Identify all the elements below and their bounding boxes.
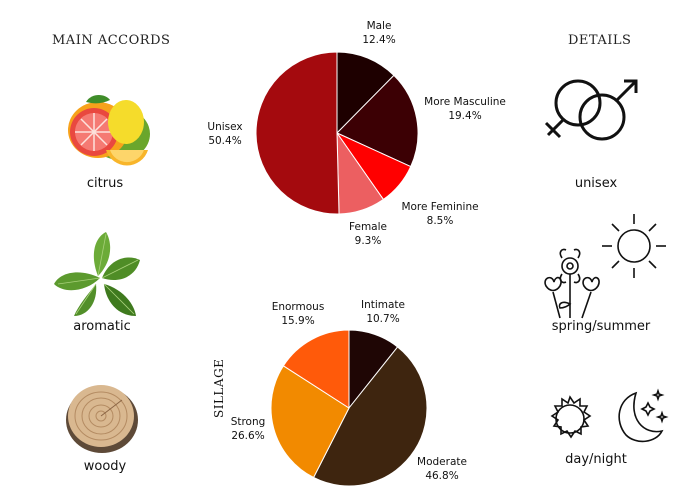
slice-value-male: 12.4%: [362, 34, 395, 46]
aromatic-label: aromatic: [73, 319, 131, 334]
gender-symbols-icon: [540, 73, 645, 158]
slice-label-more-feminine: More Feminine: [401, 201, 478, 213]
slice-value-intimate: 10.7%: [366, 313, 399, 325]
wood-slice-icon: [62, 378, 142, 456]
sun-moon-icon: [540, 385, 680, 453]
slice-label-unisex: Unisex: [207, 121, 242, 133]
citrus-label: citrus: [86, 176, 124, 191]
pie-slice-strong: [270, 365, 350, 479]
slice-label-more-masculine: More Masculine: [424, 96, 506, 108]
details-title: DETAILS: [568, 33, 632, 48]
sillage-axis-label: SILLAGE: [212, 358, 226, 418]
slice-label-moderate: Moderate: [417, 456, 467, 468]
main-accords-title: MAIN ACCORDS: [52, 33, 171, 48]
slice-value-enormous: 15.9%: [281, 315, 314, 327]
slice-value-strong: 26.6%: [231, 430, 264, 442]
woody-label: woody: [83, 459, 127, 474]
slice-value-female: 9.3%: [355, 235, 382, 247]
slice-value-moderate: 46.8%: [425, 470, 458, 482]
pie-slice-male: [336, 51, 395, 135]
pie-slice-moderate: [312, 346, 428, 487]
sillage-pie-chart: Intimate 10.7% Moderate 46.8% Strong 26.6% Eno…: [231, 299, 467, 487]
pie-slice-unisex: [255, 51, 340, 215]
slice-label-enormous: Enormous: [272, 301, 325, 313]
citrus-icon: [50, 92, 160, 172]
slice-label-female: Female: [349, 221, 387, 233]
pie-slice-enormous: [282, 329, 350, 409]
gender-pie-chart: Male 12.4% More Masculine 19.4% More Feminin…: [207, 20, 506, 247]
slice-label-strong: Strong: [231, 416, 266, 428]
pie-slice-more-masculine: [336, 74, 419, 168]
slice-value-more-feminine: 8.5%: [427, 215, 454, 227]
slice-label-intimate: Intimate: [361, 299, 405, 311]
spring-summer-label: spring/summer: [551, 319, 651, 334]
slice-value-more-masculine: 19.4%: [448, 110, 481, 122]
sun-flowers-icon: [532, 208, 672, 320]
day-night-label: day/night: [565, 452, 627, 467]
mint-leaves-icon: [50, 228, 155, 320]
slice-value-unisex: 50.4%: [208, 135, 241, 147]
unisex-label: unisex: [574, 176, 618, 191]
slice-label-male: Male: [367, 20, 392, 32]
